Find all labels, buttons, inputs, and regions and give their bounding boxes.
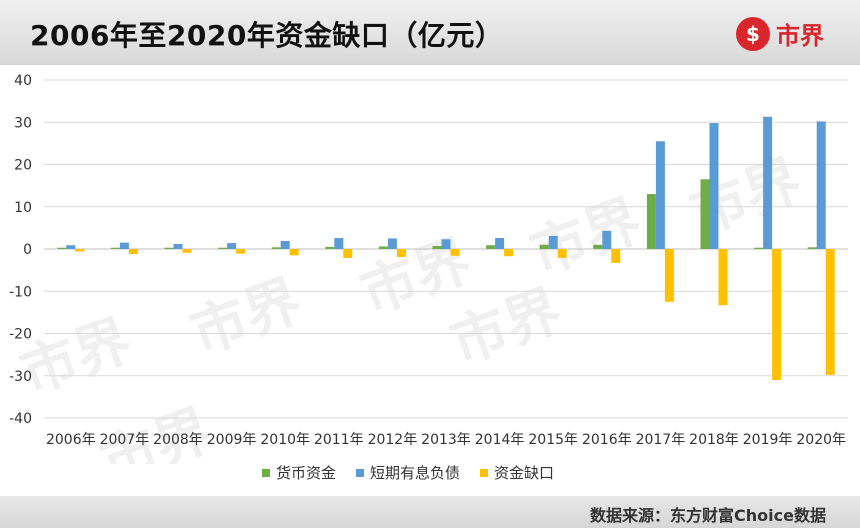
legend-swatch (480, 468, 489, 477)
bar (611, 249, 621, 263)
legend-swatch (262, 468, 270, 477)
bar (218, 247, 228, 249)
bar (173, 243, 183, 249)
bar (450, 249, 460, 256)
bar (334, 238, 344, 249)
x-tick-label: 2012年 (368, 432, 418, 448)
legend-label: 短期有息负债 (370, 464, 461, 482)
y-tick-label: -20 (9, 327, 32, 343)
legend-swatch (356, 468, 365, 477)
x-tick-label: 2019年 (743, 432, 793, 448)
bar (227, 243, 237, 249)
chart-legend: 货币资金 短期有息负债 资金缺口 (262, 462, 554, 483)
bar (378, 246, 388, 249)
watermark-text: 市界 (523, 188, 650, 287)
watermark-text: 市界 (13, 308, 140, 407)
x-tick-label: 2020年 (796, 432, 846, 448)
bar-chart: 市界 市界 市界 市界 市界市界市界403020100-10-20-30-402006年… (9, 73, 848, 464)
x-tick-label: 2013年 (421, 432, 471, 448)
bar (763, 116, 773, 249)
x-tick-label: 2010年 (260, 432, 310, 448)
legend-label: 资金缺口 (494, 464, 555, 482)
bar (271, 247, 281, 249)
y-tick-label: 0 (23, 242, 32, 258)
bar (441, 239, 451, 249)
x-tick-label: 2016年 (582, 432, 632, 448)
bar (718, 249, 728, 306)
bar (343, 249, 353, 258)
x-tick-label: 2007年 (100, 432, 150, 448)
source-note: 数据来源：东方财富Choice数据 (590, 506, 826, 525)
bar (772, 249, 782, 380)
bar (110, 247, 120, 249)
brand-logo: $ 市界 (736, 16, 824, 51)
y-tick-label: -10 (9, 284, 32, 300)
bar (128, 249, 138, 255)
page-title: 2006年至2020年资金缺口（亿元） (30, 19, 504, 52)
bar (700, 179, 710, 249)
x-tick-label: 2018年 (689, 432, 739, 448)
y-tick-label: 40 (14, 73, 32, 89)
y-tick-label: -40 (9, 411, 32, 427)
bar (539, 244, 549, 249)
x-tick-label: 2009年 (207, 432, 257, 448)
bar (75, 249, 85, 252)
title-banner: 2006年至2020年资金缺口（亿元） $ 市界 (0, 0, 860, 65)
bar (816, 121, 826, 249)
footer-bar: 数据来源：东方财富Choice数据 (0, 496, 860, 528)
x-tick-label: 2011年 (314, 432, 364, 448)
bar (57, 247, 67, 249)
bar (289, 249, 299, 256)
x-tick-label: 2006年 (46, 432, 96, 448)
bar (602, 230, 612, 249)
legend-item: 短期有息负债 (356, 462, 460, 483)
bar (825, 249, 835, 375)
bar (664, 249, 674, 302)
y-tick-label: 20 (14, 158, 32, 174)
logo-text: 市界 (776, 22, 824, 50)
logo-dollar-icon: $ (736, 16, 770, 51)
watermark-text: 市界 (93, 398, 220, 464)
y-tick-label: 30 (14, 115, 32, 131)
bar (495, 238, 505, 249)
bar (504, 249, 514, 257)
legend-item: 资金缺口 (480, 462, 554, 483)
legend-item: 货币资金 (262, 462, 336, 483)
bar (593, 244, 603, 249)
x-tick-label: 2015年 (528, 432, 578, 448)
bar (182, 249, 192, 253)
x-tick-label: 2014年 (475, 432, 525, 448)
bar (325, 246, 335, 249)
bar (164, 247, 174, 249)
bar (486, 245, 496, 249)
legend-label: 货币资金 (276, 464, 337, 482)
y-tick-label: 10 (14, 200, 32, 216)
bar (66, 245, 76, 249)
bar (709, 123, 719, 249)
x-tick-label: 2017年 (636, 432, 686, 448)
watermark-text: 市界 (183, 268, 310, 367)
bar (646, 194, 656, 249)
bar (280, 240, 290, 249)
bar (432, 246, 442, 249)
y-tick-label: -30 (9, 369, 32, 385)
x-tick-label: 2008年 (153, 432, 203, 448)
bar (557, 249, 567, 258)
bar (119, 242, 129, 249)
bar (655, 141, 665, 249)
bar (548, 235, 558, 249)
bar (396, 249, 406, 258)
bar (236, 249, 246, 254)
bar (387, 238, 397, 249)
bar (754, 247, 764, 249)
bar (807, 247, 817, 249)
